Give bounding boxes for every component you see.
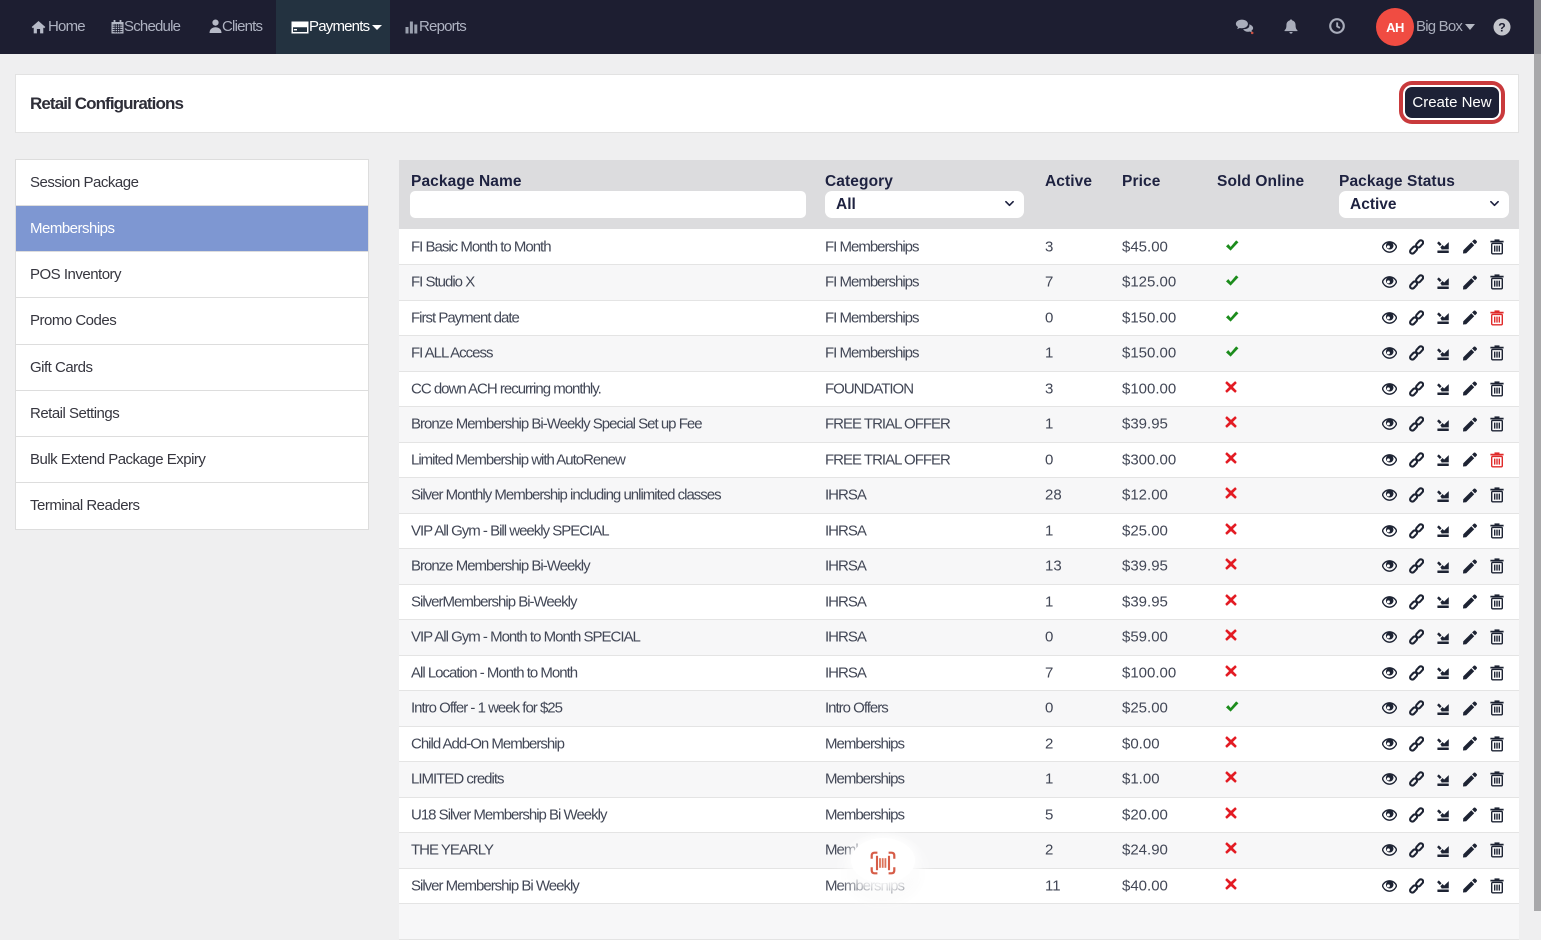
svg-text:?: ? <box>1498 20 1506 34</box>
